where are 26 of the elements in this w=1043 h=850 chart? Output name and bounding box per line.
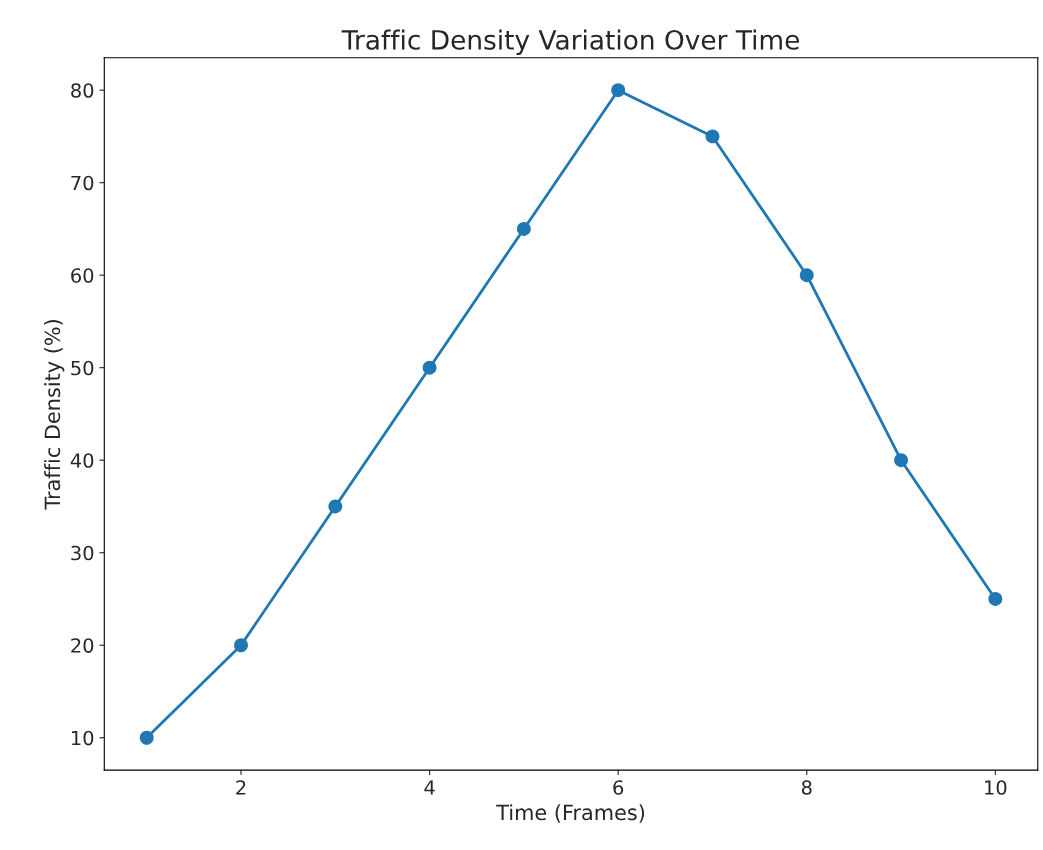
point [422, 360, 437, 375]
point [988, 592, 1003, 606]
point [705, 129, 720, 144]
x-tick-label: 4 [424, 780, 435, 795]
point [611, 83, 626, 98]
point [328, 499, 343, 514]
x-tick-label: 2 [236, 780, 246, 795]
chart-title: Traffic Density Variation Over Time [341, 29, 799, 55]
point [516, 221, 531, 236]
y-tick-label: 50 [71, 360, 94, 376]
x-tick-label: 6 [613, 780, 624, 795]
y-tick-label: 80 [71, 83, 94, 98]
point [234, 638, 248, 653]
point [799, 268, 814, 283]
y-axis-title: Traffic Density (%) [44, 320, 65, 510]
point [139, 730, 154, 745]
x-tick-label: 8 [801, 780, 812, 795]
y-tick-label: 30 [71, 545, 94, 561]
point [894, 453, 909, 468]
x-tick-label: 10 [985, 780, 1007, 795]
y-tick-label: 40 [70, 453, 94, 468]
y-tick-label: 10 [71, 730, 94, 746]
y-tick-label: 20 [71, 638, 94, 653]
y-tick-label: 70 [71, 175, 94, 191]
x-axis-title: Time (Frames) [496, 804, 645, 823]
y-tick-label: 60 [71, 268, 94, 283]
